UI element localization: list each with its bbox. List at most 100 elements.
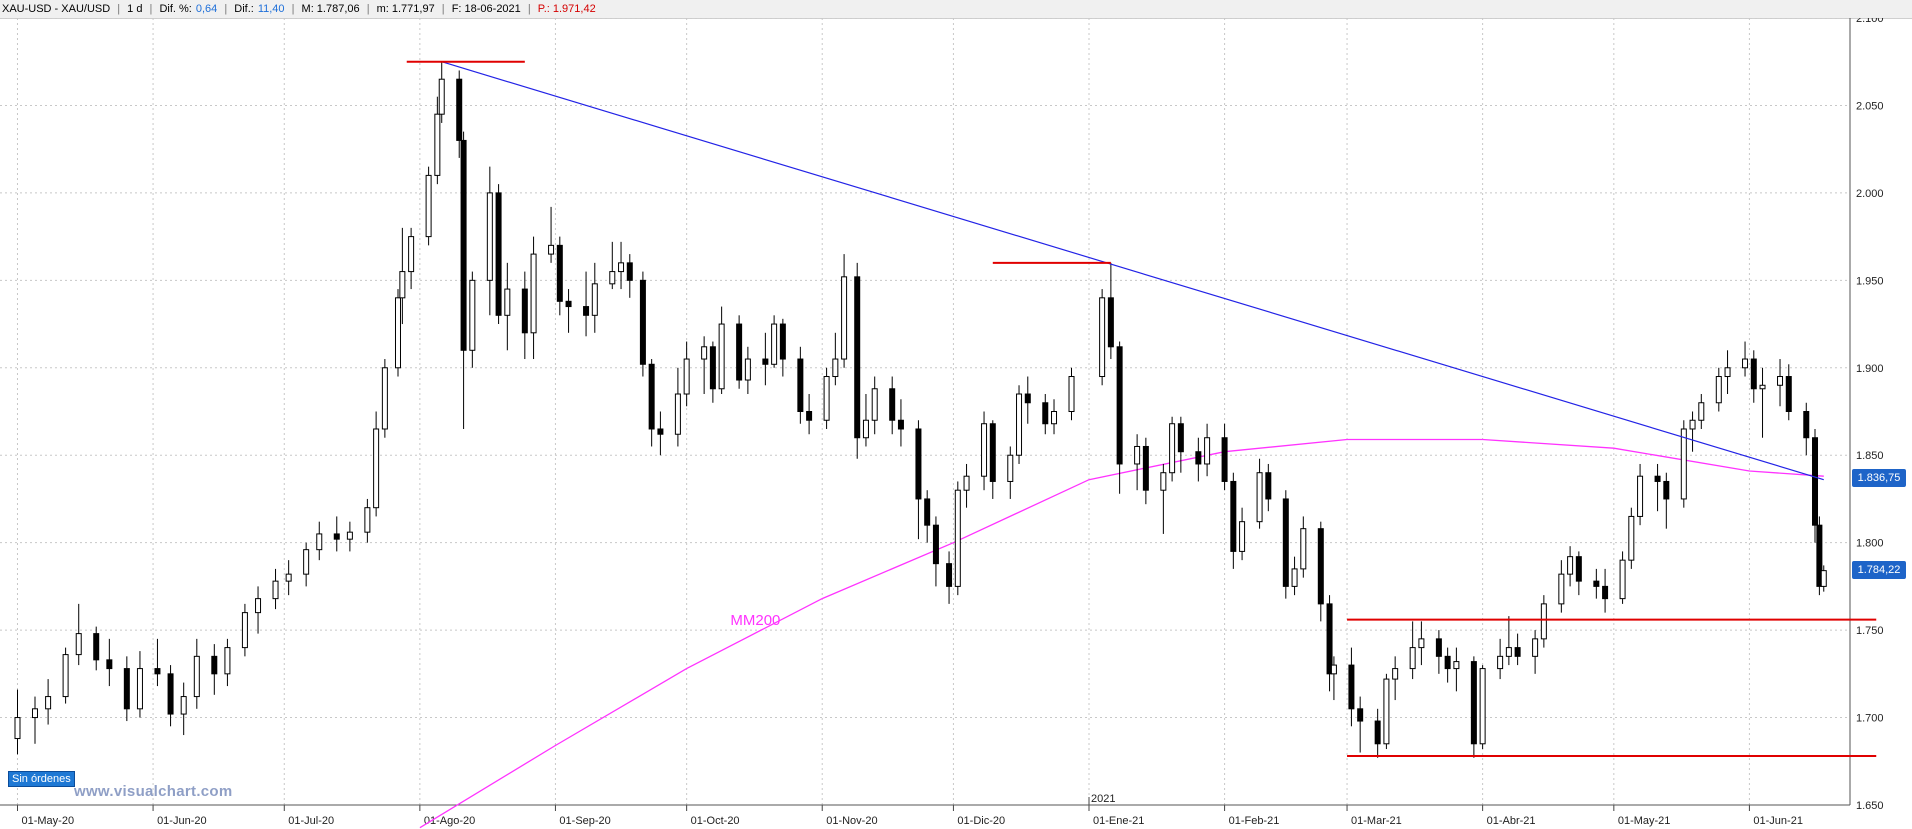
symbol-label: XAU-USD - XAU/USD bbox=[2, 3, 111, 15]
dif-pct-value: 0,64 bbox=[195, 3, 218, 15]
candle-body bbox=[93, 633, 100, 661]
price-chart[interactable]: 1.650 1.700 1.750 1.800 1.850 1.900 1.950 2.000… bbox=[0, 18, 1912, 829]
candle-body bbox=[1470, 661, 1477, 745]
candle-body bbox=[1330, 664, 1337, 675]
candle-body bbox=[841, 276, 848, 360]
candle-body bbox=[1016, 393, 1023, 456]
candle-body bbox=[333, 533, 340, 540]
candle-body bbox=[626, 262, 633, 281]
y-tick-label: 2.050 bbox=[1856, 100, 1884, 112]
candle-body bbox=[674, 393, 681, 435]
candle-body bbox=[1803, 411, 1810, 439]
candle-body bbox=[1689, 419, 1696, 430]
candle-body bbox=[303, 549, 310, 575]
candle-body bbox=[434, 113, 441, 176]
candle-body bbox=[62, 654, 69, 698]
candle-body bbox=[1107, 297, 1114, 348]
candle-body bbox=[1663, 480, 1670, 500]
candle-body bbox=[1680, 428, 1687, 500]
candle-body bbox=[224, 647, 231, 675]
orders-status-button[interactable]: Sin órdenes bbox=[8, 771, 75, 787]
candle-body bbox=[1007, 454, 1014, 482]
candle-body bbox=[469, 279, 476, 351]
separator: | bbox=[366, 3, 370, 15]
candle-body bbox=[1514, 647, 1521, 657]
y-tick-label: 1.850 bbox=[1856, 450, 1884, 462]
separator: | bbox=[224, 3, 228, 15]
x-tick-label: 01-Oct-20 bbox=[691, 815, 740, 827]
candle-body bbox=[408, 236, 415, 273]
candle-body bbox=[854, 276, 861, 439]
dif-label: Dif.: bbox=[234, 3, 254, 15]
candle-body bbox=[1812, 437, 1819, 526]
candle-body bbox=[583, 306, 590, 316]
trendline bbox=[441, 61, 1824, 481]
candle-body bbox=[1326, 603, 1333, 675]
candle-body bbox=[1593, 580, 1600, 587]
date-value: F: 18-06-2021 bbox=[451, 3, 521, 15]
dif-value: 11,40 bbox=[257, 3, 285, 15]
candle-body bbox=[1505, 647, 1512, 657]
candle-body bbox=[1742, 358, 1749, 369]
candle-body bbox=[1142, 445, 1149, 491]
y-tick-label: 1.700 bbox=[1856, 713, 1884, 725]
candle-body bbox=[180, 696, 187, 715]
candle-body bbox=[946, 563, 953, 587]
candle-body bbox=[1785, 376, 1792, 412]
candle-body bbox=[1024, 393, 1031, 404]
x-tick-label: 01-Mar-21 bbox=[1351, 815, 1402, 827]
price-value: P.: 1.971,42 bbox=[537, 3, 596, 15]
candle-body bbox=[364, 507, 371, 533]
candle-body bbox=[832, 358, 839, 378]
candle-body bbox=[486, 192, 493, 281]
candle-body bbox=[618, 262, 625, 273]
candle-body bbox=[548, 244, 555, 255]
y-tick-label: 2.000 bbox=[1856, 188, 1884, 200]
dif-pct-label: Dif. %: bbox=[159, 3, 192, 15]
candle-body bbox=[954, 489, 961, 587]
candle-body bbox=[1444, 655, 1451, 670]
candle-body bbox=[1300, 528, 1307, 570]
candle-body bbox=[1540, 603, 1547, 640]
candle-body bbox=[932, 524, 939, 565]
candle-body bbox=[14, 717, 21, 740]
x-tick-label: 01-Feb-21 bbox=[1229, 815, 1280, 827]
candle-body bbox=[1418, 638, 1425, 649]
candle-body bbox=[1777, 376, 1784, 386]
candle-body bbox=[556, 244, 563, 302]
candle-body bbox=[1567, 556, 1574, 575]
candle-body bbox=[1724, 367, 1731, 378]
candle-body bbox=[718, 323, 725, 390]
candle-body bbox=[1479, 668, 1486, 745]
min-value: m: 1.771,97 bbox=[376, 3, 435, 15]
candle-body bbox=[123, 668, 130, 710]
x-tick-label: 01-Jun-21 bbox=[1753, 815, 1803, 827]
candle-body bbox=[106, 659, 113, 670]
candle-body bbox=[1497, 655, 1504, 670]
candle-body bbox=[565, 300, 572, 308]
candle-body bbox=[1348, 664, 1355, 710]
candle-body bbox=[1230, 480, 1237, 552]
price-badge-upper: 1.836,75 bbox=[1852, 469, 1906, 488]
candle-body bbox=[736, 323, 743, 381]
candle-body bbox=[1698, 402, 1705, 421]
separator: | bbox=[149, 3, 153, 15]
candle-body bbox=[1282, 498, 1289, 587]
separator: | bbox=[527, 3, 531, 15]
candle-body bbox=[456, 78, 463, 141]
candle-body bbox=[771, 323, 778, 365]
candle-body bbox=[45, 696, 52, 710]
candle-body bbox=[399, 271, 406, 299]
candle-body bbox=[1204, 437, 1211, 465]
candle-body bbox=[167, 673, 174, 715]
price-badge-lower: 1.784,22 bbox=[1852, 561, 1906, 580]
candle-body bbox=[1116, 346, 1123, 465]
candle-body bbox=[1177, 423, 1184, 453]
candle-body bbox=[1602, 585, 1609, 600]
y-tick-label: 1.650 bbox=[1856, 800, 1884, 812]
candle-body bbox=[609, 271, 616, 285]
candle-body bbox=[915, 428, 922, 500]
candle-body bbox=[648, 363, 655, 430]
separator: | bbox=[291, 3, 295, 15]
candle-body bbox=[438, 78, 445, 115]
